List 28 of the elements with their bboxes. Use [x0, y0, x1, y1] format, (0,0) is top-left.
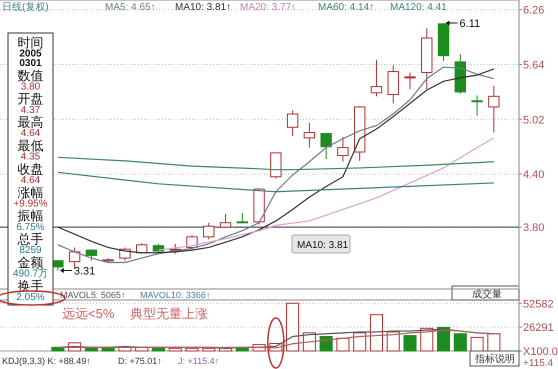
annotation: MA20: 3.77↑ — [240, 2, 296, 13]
text: MAVOL5: 5065↑ — [60, 290, 126, 300]
y-tick-label: 26291 — [523, 322, 554, 334]
y-tick-label: 4.40 — [523, 169, 544, 182]
y-tick-label: 6.26 — [523, 4, 544, 17]
text: KDJ(9,3,3) K: +88.49↑ — [2, 356, 91, 366]
y-tick-label: 3.80 — [523, 222, 544, 234]
text: +115.4 — [523, 358, 554, 369]
y-tick-label: 52582 — [523, 298, 554, 310]
annotation: MA10: 3.81 — [297, 240, 349, 251]
annotation: MA60: 4.14↑ — [318, 2, 374, 13]
annotation: 典型无量上涨 — [130, 306, 208, 321]
annotation: MA5: 4.65↑ — [105, 2, 156, 13]
line-series — [57, 172, 494, 192]
text: J: +115.4↑ — [178, 356, 220, 366]
text: D: +75.01↑ — [118, 356, 162, 366]
annotation: 3.31 — [74, 265, 96, 278]
annotation: 6.11 — [460, 18, 480, 30]
y-tick-label: 5.64 — [523, 60, 544, 72]
line-series — [57, 156, 494, 170]
annotation: 远远<5% — [62, 306, 115, 321]
text: 日线(复权) — [2, 1, 49, 13]
text: 指标说明 — [474, 353, 515, 365]
annotation: MA120: 4.41 — [390, 2, 448, 13]
text: MAVOL10: 3366↑ — [140, 290, 210, 300]
y-tick-label: 5.02 — [523, 114, 544, 126]
y-tick-label: X100.0 — [523, 346, 558, 358]
annotation: MA10: 3.81↑ — [175, 2, 232, 13]
